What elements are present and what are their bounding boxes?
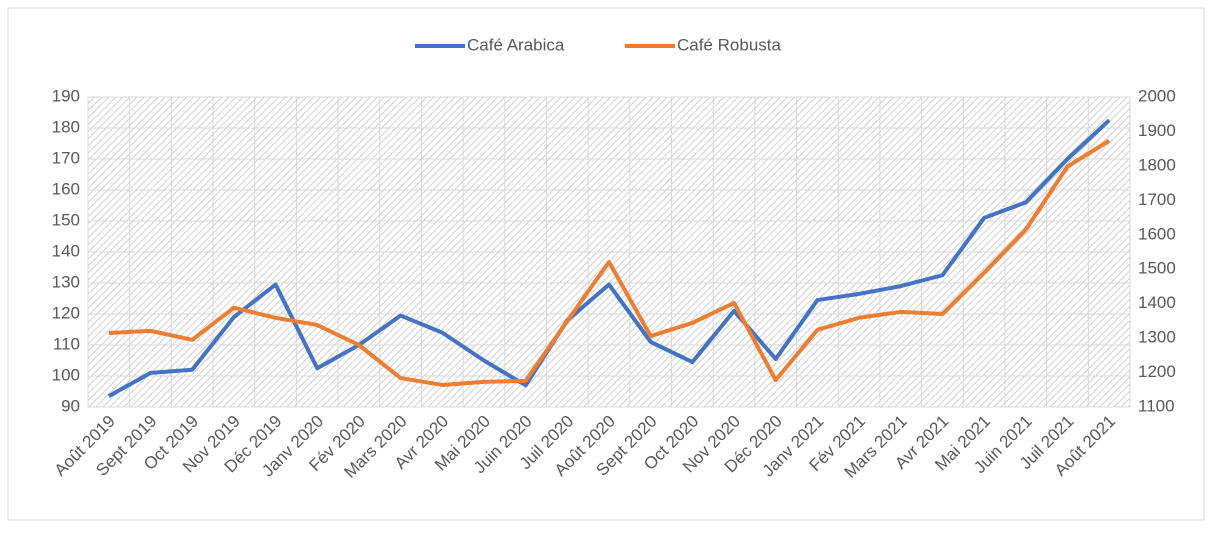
- y2-tick-label: 1500: [1138, 259, 1176, 278]
- y2-tick-label: 1600: [1138, 224, 1176, 243]
- y2-tick-label: 1200: [1138, 362, 1176, 381]
- line: [108, 139, 1111, 387]
- y-tick-label: 120: [52, 303, 80, 322]
- legend-label: Café Robusta: [677, 35, 781, 54]
- y2-tick-label: 2000: [1138, 86, 1176, 105]
- y-tick-label: 160: [52, 179, 80, 198]
- y-tick-label: 180: [52, 117, 80, 136]
- y-tick-label: 130: [52, 272, 80, 291]
- y-tick-label: 140: [52, 241, 80, 260]
- y2-tick-label: 1800: [1138, 155, 1176, 174]
- y2-tick-label: 1700: [1138, 190, 1176, 209]
- y2-tick-label: 1400: [1138, 293, 1176, 312]
- legend-label: Café Arabica: [467, 35, 565, 54]
- y-tick-label: 190: [52, 86, 80, 105]
- y-tick-label: 110: [53, 334, 80, 353]
- line: [107, 118, 1111, 398]
- y-tick-label: 90: [61, 396, 80, 415]
- y2-tick-label: 1900: [1138, 121, 1176, 140]
- y2-tick-label: 1300: [1138, 328, 1176, 347]
- y2-tick-label: 1100: [1138, 396, 1175, 415]
- y-tick-label: 100: [52, 365, 80, 384]
- y-tick-label: 150: [52, 210, 80, 229]
- y-tick-label: 170: [52, 148, 80, 167]
